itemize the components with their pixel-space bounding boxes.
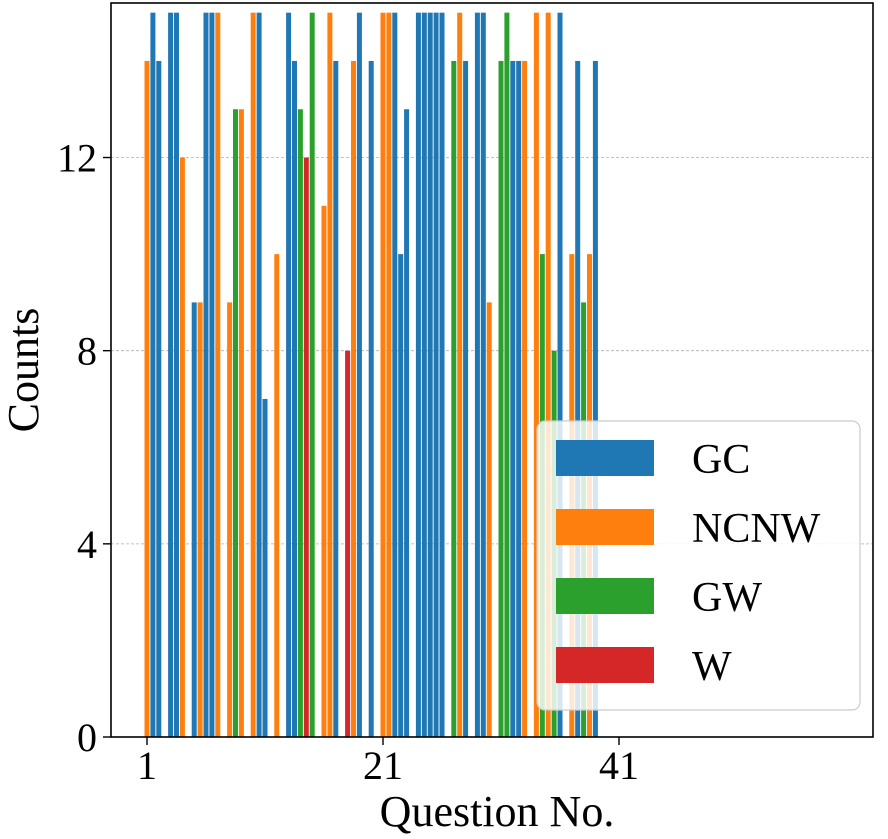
bar-gc-48 xyxy=(510,60,516,737)
bar-gc-32 xyxy=(392,12,398,737)
bar-gc-15 xyxy=(256,12,262,737)
bar-gw-46 xyxy=(498,60,504,737)
legend-label-gc: GC xyxy=(692,437,750,483)
bar-w-26 xyxy=(345,350,351,737)
y-tick-label-0: 0 xyxy=(77,715,97,760)
bar-gc-37 xyxy=(427,12,433,737)
bar-ncnw-27 xyxy=(351,60,356,737)
bar-ncnw-13 xyxy=(238,109,244,738)
bar-gc-3 xyxy=(168,12,174,737)
bar-ncnw-7 xyxy=(197,302,203,737)
bar-gc-19 xyxy=(292,60,297,737)
bar-ncnw-14 xyxy=(250,12,256,737)
bar-gc-36 xyxy=(421,12,427,737)
bar-ncnw-17 xyxy=(274,254,280,737)
bar-gc-60 xyxy=(592,60,598,737)
bar-ncnw-45 xyxy=(486,302,492,737)
legend-swatch-gw xyxy=(556,578,654,614)
bar-gc-33 xyxy=(398,254,404,737)
bar-gc-2 xyxy=(156,60,162,737)
bar-ncnw-51 xyxy=(533,12,539,737)
bar-gc-57 xyxy=(575,60,581,737)
bar-gc-8 xyxy=(203,12,209,737)
bar-ncnw-10 xyxy=(215,12,221,737)
legend-swatch-w xyxy=(556,647,654,683)
bar-gw-12 xyxy=(233,109,238,738)
bar-gc-38 xyxy=(433,12,439,737)
bar-gc-4 xyxy=(174,12,179,737)
bar-gw-40 xyxy=(451,60,457,737)
bar-gw-20 xyxy=(297,109,303,738)
legend-swatch-ncnw xyxy=(556,509,654,545)
bar-ncnw-41 xyxy=(457,12,463,737)
legend-label-w: W xyxy=(692,644,732,690)
bar-gc-1 xyxy=(150,12,156,737)
bar-gc-6 xyxy=(191,302,197,737)
bar-gc-29 xyxy=(368,60,374,737)
bar-gc-35 xyxy=(415,12,421,737)
bar-ncnw-50 xyxy=(522,60,528,737)
bar-w-21 xyxy=(303,157,309,738)
bar-gc-34 xyxy=(404,109,410,738)
bar-gc-44 xyxy=(480,12,486,737)
bar-ncnw-24 xyxy=(327,12,333,737)
bar-gc-9 xyxy=(209,12,215,737)
bar-gc-18 xyxy=(286,12,292,737)
plot-frame xyxy=(110,2,874,738)
bar-ncnw-5 xyxy=(179,157,185,738)
bar-gc-16 xyxy=(262,398,268,737)
legend: GC NCNW GW W xyxy=(536,420,861,711)
y-axis-label: Counts xyxy=(0,308,48,433)
legend-label-gw: GW xyxy=(692,575,762,621)
bar-gc-39 xyxy=(439,12,445,737)
bar-gc-55 xyxy=(557,12,563,737)
y-axis-ticks: 0 4 8 12 xyxy=(57,136,111,760)
x-tick-label-2: 41 xyxy=(599,743,639,788)
bar-ncnw-11 xyxy=(227,302,233,737)
legend-box xyxy=(536,420,861,711)
y-tick-label-2: 8 xyxy=(77,329,97,374)
bar-gc-49 xyxy=(516,60,522,737)
bar-ncnw-30 xyxy=(380,12,386,737)
x-tick-label-1: 21 xyxy=(363,743,403,788)
bar-ncnw-53 xyxy=(545,12,551,737)
x-axis-ticks: 1 21 41 xyxy=(137,737,639,788)
bar-gc-43 xyxy=(474,12,480,737)
x-tick-label-0: 1 xyxy=(137,743,157,788)
bar-ncnw-23 xyxy=(321,205,327,737)
bar-gc-42 xyxy=(463,60,469,737)
bar-gc-25 xyxy=(333,60,339,737)
y-tick-label-3: 12 xyxy=(57,136,97,181)
bar-gw-22 xyxy=(309,12,315,737)
bar-ncnw-31 xyxy=(386,12,392,737)
bar-ncnw-0 xyxy=(144,60,150,737)
x-axis-label: Question No. xyxy=(380,787,615,836)
legend-label-ncnw: NCNW xyxy=(692,506,821,552)
legend-swatch-gc xyxy=(556,440,654,476)
y-tick-label-1: 4 xyxy=(77,522,97,567)
bar-gw-47 xyxy=(504,12,510,737)
bar-group xyxy=(144,12,598,738)
bar-gc-28 xyxy=(356,12,362,737)
